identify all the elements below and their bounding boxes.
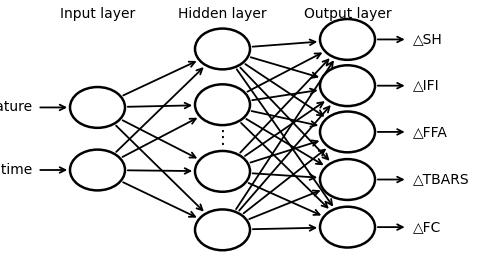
Text: Storage time: Storage time [0,163,32,177]
Text: △FC: △FC [412,220,441,234]
Ellipse shape [195,209,250,250]
Text: △TBARS: △TBARS [412,172,469,187]
Text: △FFA: △FFA [412,125,448,139]
Text: △IFI: △IFI [412,79,439,93]
Ellipse shape [320,112,375,152]
Ellipse shape [70,87,125,128]
Ellipse shape [195,151,250,192]
Ellipse shape [320,19,375,60]
Text: Input layer: Input layer [60,7,135,21]
Ellipse shape [70,150,125,190]
Ellipse shape [195,29,250,69]
Ellipse shape [320,207,375,248]
Ellipse shape [320,159,375,200]
Ellipse shape [320,65,375,106]
Text: ⋮: ⋮ [214,129,232,147]
Text: Temperature: Temperature [0,100,32,115]
Text: Hidden layer: Hidden layer [178,7,267,21]
Text: Output layer: Output layer [304,7,392,21]
Ellipse shape [195,84,250,125]
Text: △SH: △SH [412,32,442,47]
